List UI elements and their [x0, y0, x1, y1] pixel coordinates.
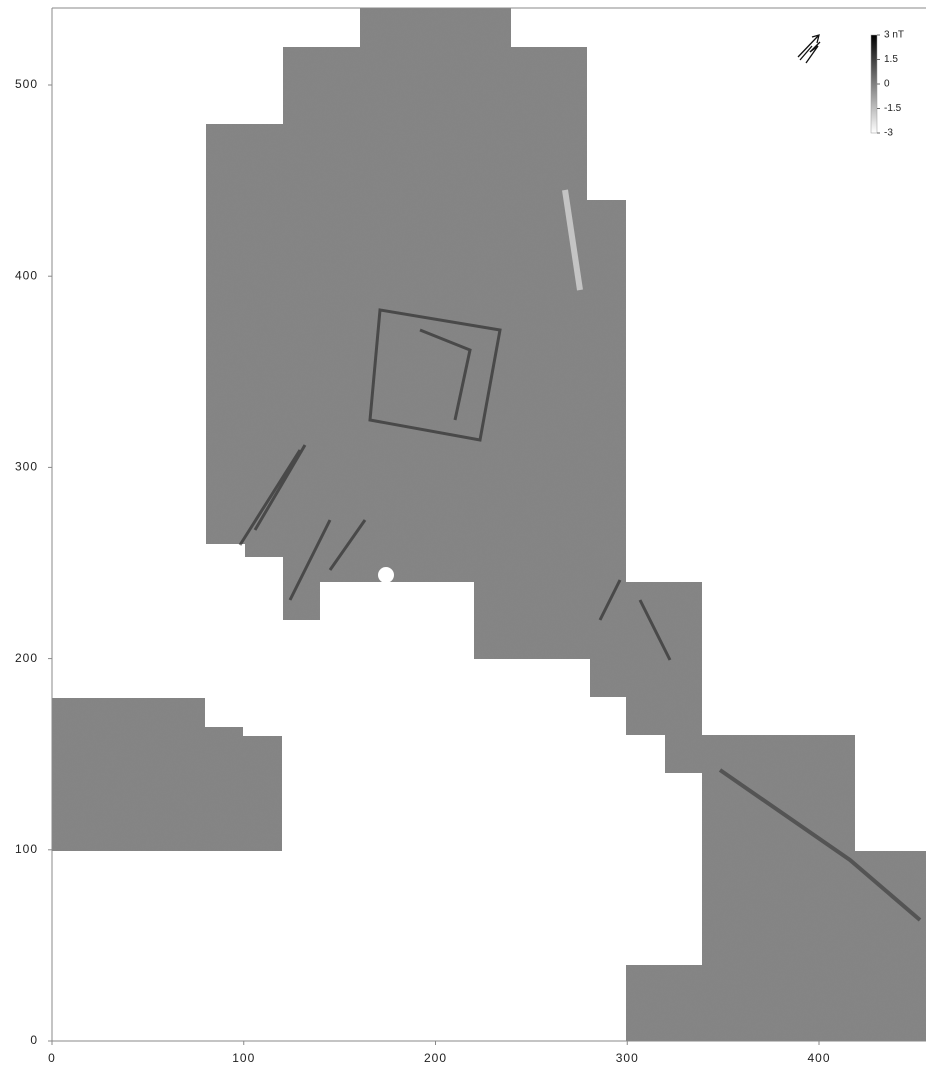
x-tick-label: 100 [232, 1051, 255, 1065]
anomaly [378, 567, 394, 583]
north-arrow [798, 35, 820, 63]
survey-area-west [52, 698, 282, 851]
colorbar: 3 nT 1.5 0 -1.5 -3 [871, 30, 904, 139]
x-tick-label: 300 [616, 1051, 639, 1065]
x-tick-label: 0 [48, 1051, 56, 1065]
colorbar-label: 1.5 [884, 54, 898, 65]
x-tick-label: 400 [807, 1051, 830, 1065]
y-tick-label: 400 [15, 268, 38, 282]
y-tick-label: 200 [15, 651, 38, 665]
survey-area-main [206, 8, 926, 1041]
survey-map: 3 nT 1.5 0 -1.5 -3 0 100 200 300 400 0 100 200 300 40… [0, 0, 926, 1072]
colorbar-label: 3 nT [884, 30, 904, 41]
y-tick-label: 0 [30, 1033, 38, 1047]
y-tick-label: 300 [15, 460, 38, 474]
colorbar-scale [871, 35, 877, 133]
survey-patches [52, 8, 926, 1041]
x-tick-label: 200 [424, 1051, 447, 1065]
colorbar-label: -1.5 [884, 103, 902, 114]
y-tick-label: 500 [15, 77, 38, 91]
y-tick-label: 100 [15, 842, 38, 856]
colorbar-label: -3 [884, 128, 893, 139]
colorbar-label: 0 [884, 79, 890, 90]
